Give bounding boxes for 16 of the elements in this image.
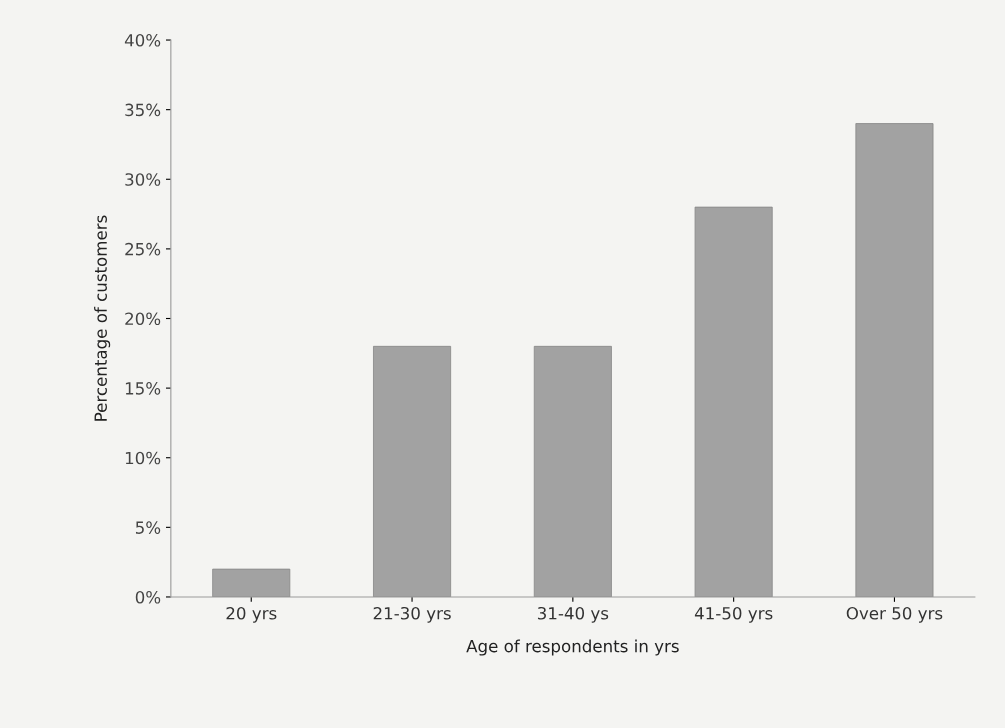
y-tick-label: 20% [125,312,161,326]
x-tick-label: 21-30 yrs [373,606,451,623]
y-tick-label: 30% [125,173,161,186]
y-tick-label: 10% [125,451,161,465]
y-tick-label: 40% [124,34,161,47]
x-axis-title: Age of respondents in yrs [466,639,679,656]
y-tick-label: 35% [125,103,161,117]
y-axis-title: Percentage of customers [94,215,111,421]
y-tick-label: 5% [135,521,161,534]
x-tick-label: 20 yrs [226,606,277,623]
x-tick-label: Over 50 yrs [846,606,943,623]
x-tick-label: 31-40 ys [537,606,609,623]
y-tick-label: 25% [125,242,161,256]
x-tick-label: 41-50 yrs [694,606,773,623]
y-tick-label: 15% [125,382,161,395]
y-tick-label: 0% [135,590,161,604]
